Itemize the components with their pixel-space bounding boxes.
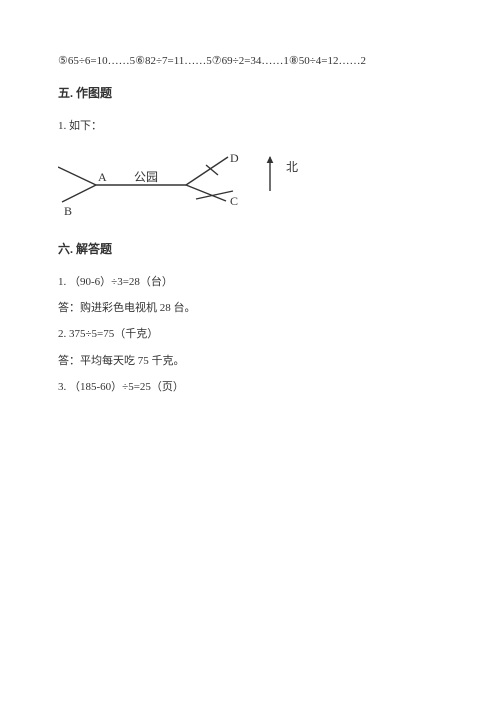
svg-text:公园: 公园 [134,170,158,184]
section-5-title: 五. 作图题 [58,74,442,112]
answer-item: 1. （90-6）÷3=28（台） [58,269,442,295]
drawing-diagram: A B C D 公园 北 [58,147,442,222]
diagram-svg: A B C D 公园 北 [58,147,318,222]
answer-item: 答：平均每天吃 75 千克。 [58,348,442,374]
answer-item: 2. 375÷5=75（千克） [58,321,442,347]
svg-text:D: D [230,151,239,165]
section-5-q1: 1. 如下： [58,113,442,139]
answer-item: 答：购进彩色电视机 28 台。 [58,295,442,321]
svg-text:C: C [230,194,238,208]
calc-answer-line: ⑤65÷6=10……5⑥82÷7=11……5⑦69÷2=34……1⑧50÷4=1… [58,48,442,74]
answer-item: 3. （185-60）÷5=25（页） [58,374,442,400]
svg-text:B: B [64,204,72,218]
svg-text:北: 北 [286,160,298,174]
section-6-title: 六. 解答题 [58,230,442,268]
svg-text:A: A [98,170,107,184]
